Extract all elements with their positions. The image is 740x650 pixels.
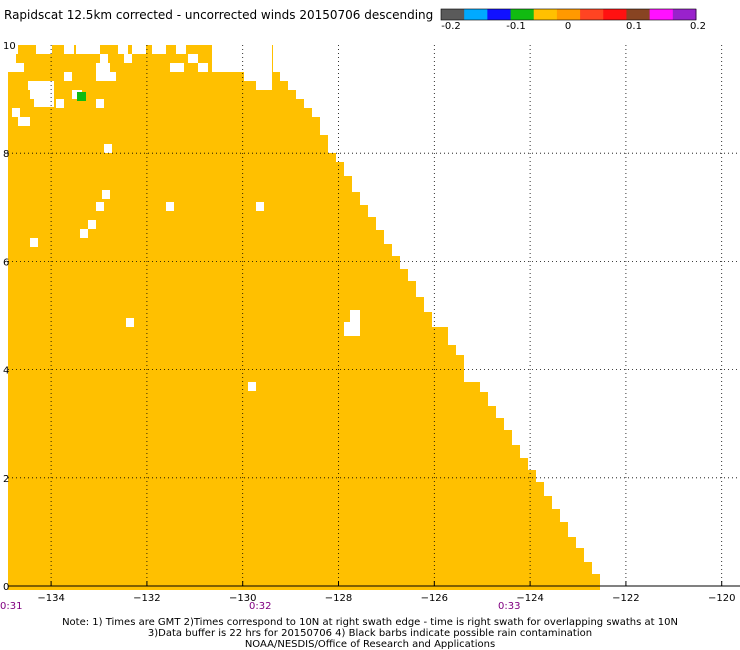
missing-data-cell bbox=[132, 45, 146, 54]
colorbar-swatch bbox=[533, 9, 558, 20]
missing-data-cell bbox=[30, 90, 54, 99]
lon-tick-label: −124 bbox=[516, 593, 543, 604]
colorbar-swatch bbox=[487, 9, 512, 20]
colorbar bbox=[440, 8, 697, 21]
colorbar-swatch bbox=[603, 9, 627, 20]
lat-tick-label: 10 bbox=[3, 41, 16, 52]
colorbar-swatch bbox=[441, 9, 465, 20]
missing-data-cell bbox=[176, 45, 186, 54]
swath-time-label: 0:31 bbox=[0, 601, 22, 612]
missing-data-cell bbox=[30, 238, 38, 247]
map-title: Rapidscat 12.5km corrected - uncorrected… bbox=[4, 8, 434, 22]
colorbar-label: -0.2 bbox=[441, 21, 461, 32]
missing-data-cell bbox=[18, 117, 28, 126]
missing-data-cell bbox=[118, 45, 128, 54]
missing-data-cell bbox=[152, 45, 166, 54]
missing-data-cell bbox=[124, 54, 132, 63]
lon-tick-label: −120 bbox=[708, 593, 735, 604]
missing-data-cell bbox=[256, 81, 272, 90]
missing-data-gaps bbox=[8, 45, 360, 391]
note-line-1: Note: 1) Times are GMT 2)Times correspon… bbox=[62, 617, 678, 628]
missing-data-cell bbox=[244, 72, 272, 81]
missing-data-cell bbox=[102, 190, 110, 199]
lon-tick-label: −134 bbox=[37, 593, 64, 604]
missing-data-cell bbox=[100, 54, 108, 63]
lat-tick-label: 4 bbox=[3, 366, 9, 377]
swath-time-label: 0:33 bbox=[498, 601, 520, 612]
colorbar-label: -0.1 bbox=[506, 21, 526, 32]
missing-data-cell bbox=[188, 54, 198, 63]
missing-data-cell bbox=[56, 99, 64, 108]
missing-data-cell bbox=[170, 63, 184, 72]
colorbar-swatch bbox=[580, 9, 604, 20]
missing-data-cell bbox=[96, 202, 104, 211]
colorbar-swatch bbox=[672, 9, 697, 20]
missing-data-cell bbox=[344, 322, 352, 336]
missing-data-cell bbox=[166, 202, 174, 211]
missing-data-cell bbox=[96, 99, 104, 108]
lon-tick-label: −126 bbox=[421, 593, 448, 604]
missing-data-cell bbox=[96, 72, 116, 81]
missing-data-cell bbox=[8, 45, 18, 54]
colorbar-swatch bbox=[626, 9, 651, 20]
missing-data-cell bbox=[8, 63, 24, 72]
missing-data-cell bbox=[88, 220, 96, 229]
missing-data-cell bbox=[256, 202, 264, 211]
lon-tick-label: −128 bbox=[325, 593, 352, 604]
missing-data-cell bbox=[8, 54, 16, 63]
lat-tick-label: 2 bbox=[3, 474, 9, 485]
missing-data-cell bbox=[12, 108, 20, 117]
lat-tick-label: 0 bbox=[3, 582, 9, 593]
colorbar-swatch bbox=[464, 9, 488, 20]
missing-data-cell bbox=[248, 382, 256, 391]
colorbar-label: 0.2 bbox=[690, 21, 706, 32]
missing-data-cell bbox=[80, 229, 88, 238]
colorbar-swatch bbox=[510, 9, 535, 20]
positive-difference-cell bbox=[77, 92, 86, 101]
missing-data-cell bbox=[28, 81, 54, 90]
missing-data-cell bbox=[212, 45, 272, 72]
note-line-3: NOAA/NESDIS/Office of Research and Appli… bbox=[244, 639, 496, 650]
swath-time-label: 0:32 bbox=[249, 601, 271, 612]
colorbar-label: 0.1 bbox=[626, 21, 642, 32]
note-line-2: 3)Data buffer is 22 hrs for 20150706 4) … bbox=[147, 628, 593, 639]
colorbar-swatch bbox=[649, 9, 674, 20]
wind-data-fill bbox=[8, 45, 600, 590]
lon-tick-label: −132 bbox=[133, 593, 160, 604]
colorbar-swatch bbox=[556, 9, 581, 20]
missing-data-cell bbox=[34, 99, 54, 107]
lat-tick-label: 6 bbox=[3, 257, 9, 268]
colorbar-label: 0 bbox=[564, 21, 572, 32]
missing-data-cell bbox=[104, 144, 112, 153]
missing-data-cell bbox=[350, 310, 360, 336]
lon-tick-label: −130 bbox=[229, 593, 256, 604]
missing-data-cell bbox=[198, 63, 208, 72]
missing-data-cell bbox=[96, 63, 110, 72]
graticule bbox=[8, 45, 740, 587]
missing-data-cell bbox=[64, 45, 74, 54]
missing-data-cell bbox=[36, 45, 52, 54]
lon-tick-label: −122 bbox=[612, 593, 639, 604]
axis-ticks: −134 −132 −130 −128 −126 −124 −122 −120 0 2 4 6 8 10 0… bbox=[0, 41, 735, 612]
missing-data-cell bbox=[126, 318, 134, 327]
colorbar-frame bbox=[440, 8, 697, 21]
lat-tick-label: 8 bbox=[3, 149, 9, 160]
missing-data-cell bbox=[76, 45, 100, 54]
missing-data-cell bbox=[64, 72, 72, 81]
